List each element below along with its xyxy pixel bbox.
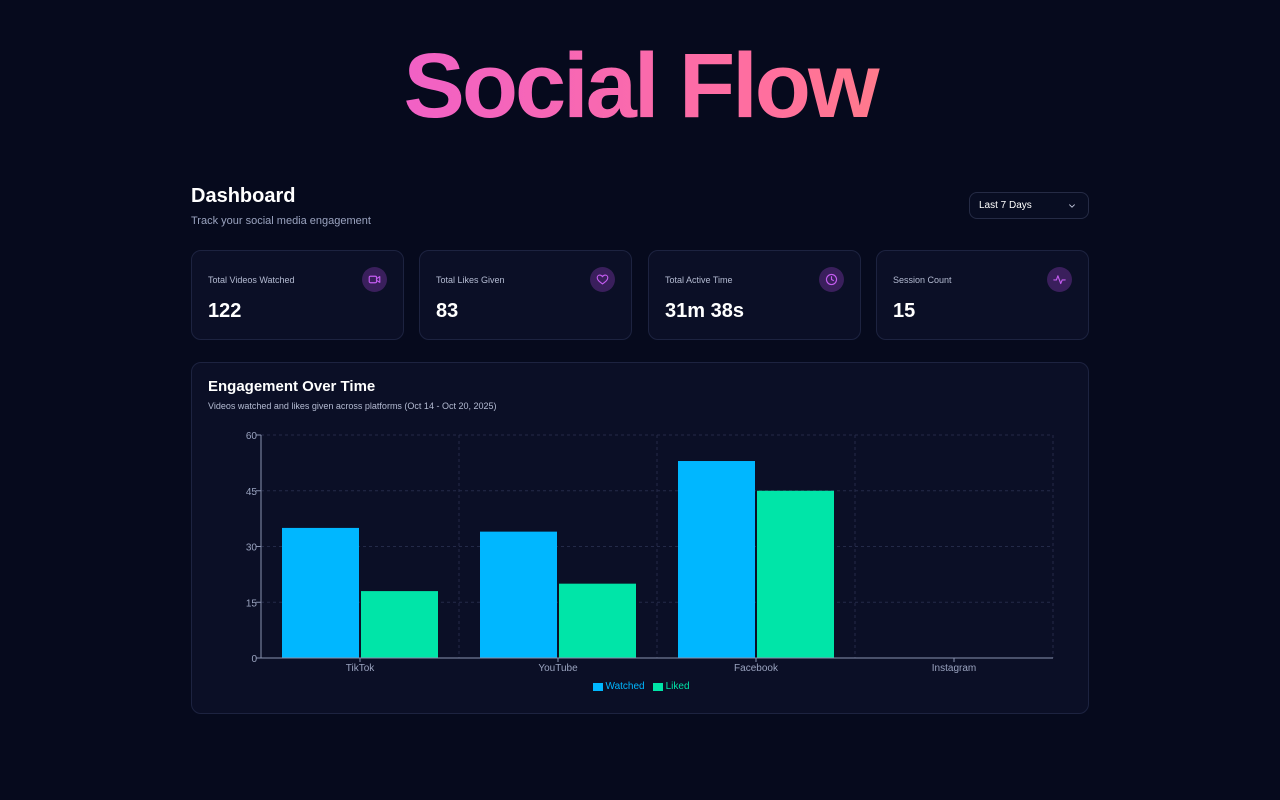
bar-watched-facebook <box>678 461 755 658</box>
page-subtitle: Track your social media engagement <box>191 215 371 227</box>
y-tick-label: 30 <box>246 543 258 554</box>
legend-item-liked[interactable]: Liked <box>652 681 690 692</box>
dashboard-header: Dashboard Track your social media engage… <box>191 182 1089 242</box>
chart-legend: Watched Liked <box>192 681 1090 692</box>
bar-watched-tiktok <box>282 527 359 658</box>
y-tick-label: 15 <box>246 598 258 609</box>
date-range-value: Last 7 Days <box>979 200 1032 211</box>
y-tick-label: 0 <box>251 654 257 665</box>
brand-title: Social Flow <box>0 36 1280 136</box>
stat-card-session-count: Session Count 15 <box>876 250 1089 340</box>
legend-swatch-liked <box>652 682 663 691</box>
stat-value: 83 <box>436 300 459 322</box>
page-title: Dashboard <box>191 185 296 207</box>
legend-item-watched[interactable]: Watched <box>592 681 645 692</box>
chart-subtitle: Videos watched and likes given across pl… <box>208 401 497 411</box>
legend-swatch-watched <box>592 682 603 691</box>
legend-label-watched: Watched <box>605 681 645 692</box>
stat-value: 15 <box>893 300 916 322</box>
y-tick-label: 45 <box>246 487 258 498</box>
stat-value: 31m 38s <box>665 300 744 322</box>
bar-liked-tiktok <box>361 591 438 658</box>
video-icon <box>362 267 387 292</box>
chart-title: Engagement Over Time <box>208 378 376 395</box>
activity-icon <box>1047 267 1072 292</box>
stat-label: Total Active Time <box>665 275 733 285</box>
engagement-bar-chart: TikTok YouTube Facebook Instagram 0 15 30 45 60 <box>246 431 1054 674</box>
stat-value: 122 <box>208 300 242 322</box>
stat-card-active-time: Total Active Time 31m 38s <box>648 250 861 340</box>
chevron-down-icon <box>1069 203 1075 208</box>
bar-liked-youtube <box>559 583 636 658</box>
dashboard: Dashboard Track your social media engage… <box>191 182 1089 714</box>
stat-card-likes-given: Total Likes Given 83 <box>419 250 632 340</box>
stat-label: Total Videos Watched <box>208 275 295 285</box>
stat-card-videos-watched: Total Videos Watched 122 <box>191 250 404 340</box>
legend-label-liked: Liked <box>665 681 690 692</box>
x-tick-label: Facebook <box>734 663 779 674</box>
stat-cards: Total Videos Watched 122 Total Likes Giv… <box>191 250 1089 340</box>
x-tick-label: YouTube <box>538 663 578 674</box>
bar-watched-youtube <box>480 531 557 658</box>
stat-label: Total Likes Given <box>436 275 505 285</box>
x-tick-label: TikTok <box>346 663 376 674</box>
x-tick-label: Instagram <box>932 663 976 674</box>
heart-icon <box>590 267 615 292</box>
clock-icon <box>819 267 844 292</box>
bar-liked-facebook <box>757 490 834 658</box>
date-range-select[interactable]: Last 7 Days <box>969 192 1089 219</box>
y-tick-label: 60 <box>246 431 258 442</box>
stat-label: Session Count <box>893 275 952 285</box>
engagement-chart-card: Engagement Over Time Videos watched and … <box>191 362 1089 714</box>
